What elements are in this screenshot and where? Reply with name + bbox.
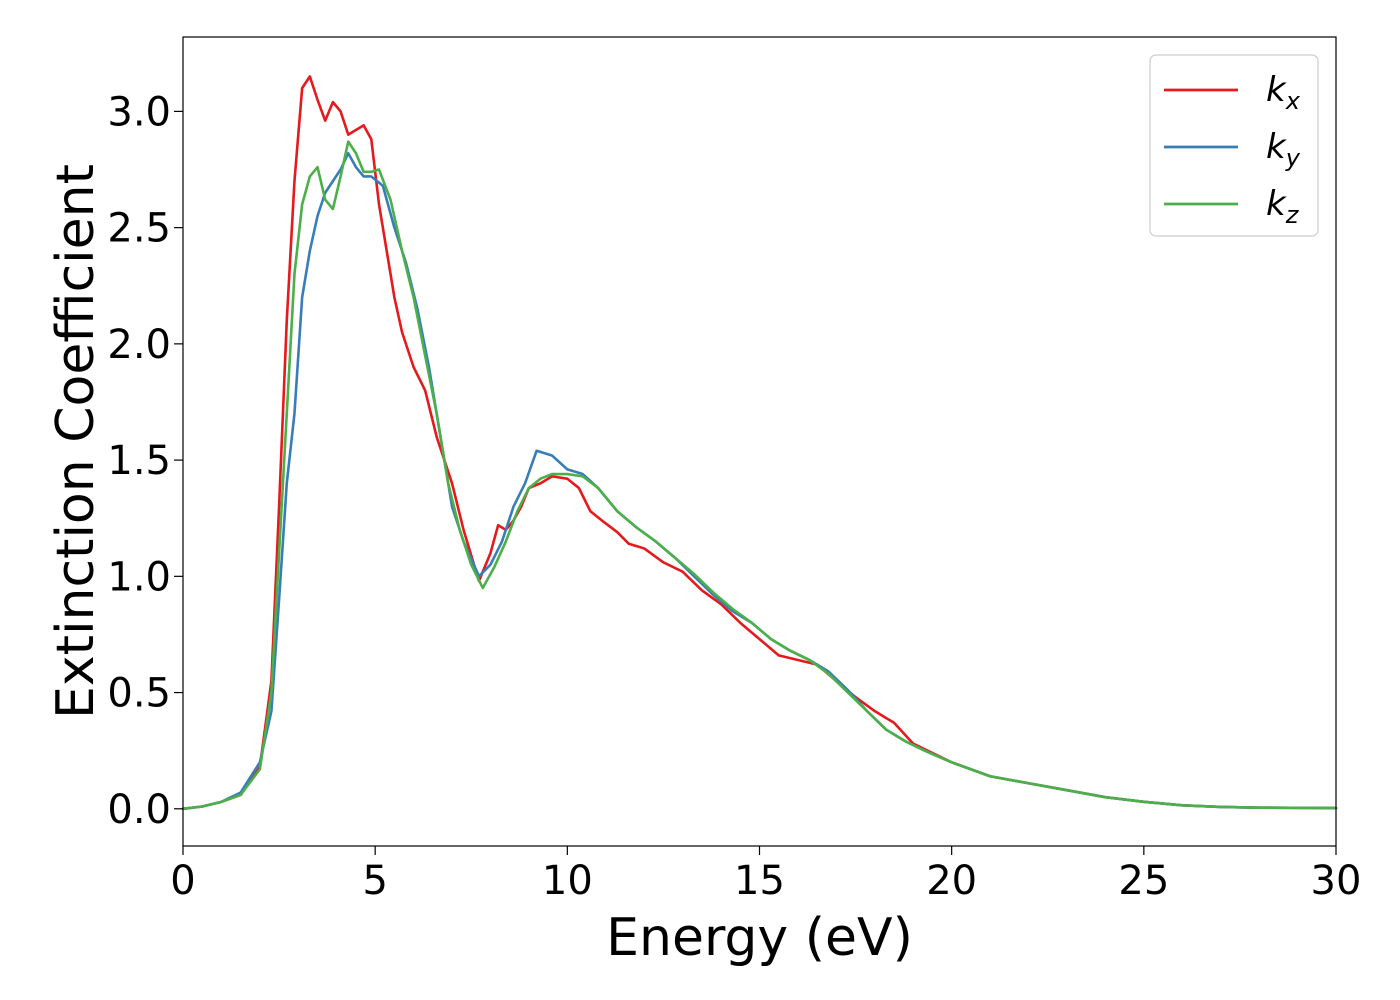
y-tick-label: 0.5 [107, 671, 171, 717]
y-tick-label: 3.0 [107, 89, 171, 135]
legend-subscript: z [1285, 201, 1300, 229]
y-axis: 0.0 0.5 1.0 1.5 2.0 2.5 3.0 [107, 89, 183, 833]
y-tick-label: 1.5 [107, 438, 171, 484]
legend-label-kx: kx [1266, 70, 1301, 115]
series-line-kz [181, 140, 1338, 811]
y-tick-label: 2.0 [107, 322, 171, 368]
x-tick-label: 25 [1118, 858, 1169, 904]
x-tick-label: 15 [734, 858, 785, 904]
x-axis: 0 5 10 15 20 25 30 [170, 846, 1361, 904]
y-tick-label: 1.0 [107, 554, 171, 600]
legend-label-kz: kz [1266, 184, 1300, 229]
x-tick-label: 0 [170, 858, 195, 904]
y-axis-label: Extinction Coefficient [46, 164, 106, 719]
legend-subscript: x [1285, 87, 1301, 115]
x-tick-label: 20 [926, 858, 977, 904]
legend-symbol: k [1266, 70, 1287, 110]
y-tick-label: 2.5 [107, 206, 171, 252]
x-tick-label: 10 [542, 858, 593, 904]
legend-label-ky: ky [1266, 127, 1301, 172]
x-axis-label: Energy (eV) [606, 908, 913, 968]
legend-box [1149, 54, 1319, 237]
legend-subscript: y [1285, 144, 1301, 172]
legend-symbol: k [1266, 184, 1287, 224]
y-tick-label: 0.0 [107, 787, 171, 833]
x-tick-label: 30 [1311, 858, 1362, 904]
series-layer [181, 75, 1338, 811]
legend-symbol: k [1266, 127, 1287, 167]
x-tick-label: 5 [362, 858, 387, 904]
